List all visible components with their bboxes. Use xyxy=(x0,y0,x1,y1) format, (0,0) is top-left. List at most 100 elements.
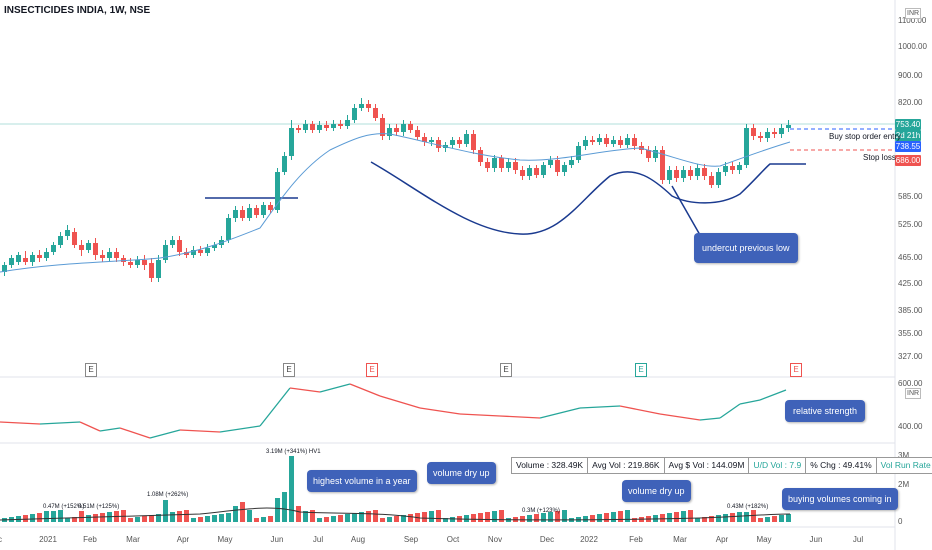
volume-bar xyxy=(226,513,231,522)
volume-bar xyxy=(478,513,483,522)
candle-body xyxy=(338,124,343,126)
volume-bar xyxy=(632,518,637,522)
volume-bar xyxy=(541,513,546,522)
candle-body xyxy=(79,245,84,250)
candle-body xyxy=(555,160,560,172)
candle-body xyxy=(548,160,553,165)
relative-strength-line xyxy=(719,403,741,419)
undercut-text: undercut previous low xyxy=(702,243,790,253)
candle-body xyxy=(149,263,154,278)
candle-body xyxy=(576,146,581,160)
candle-body xyxy=(303,124,308,130)
volume-bar xyxy=(450,517,455,522)
stop-loss-price-tag: 686.00 xyxy=(895,155,921,166)
volume-axis-label: 2M xyxy=(898,480,909,489)
time-axis-label: Sep xyxy=(404,535,419,544)
volume-bar xyxy=(254,518,259,522)
candle-body xyxy=(422,137,427,142)
price-axis-label: 900.00 xyxy=(898,71,923,80)
candle-body xyxy=(184,252,189,255)
time-axis-label: Jul xyxy=(313,535,323,544)
candle-body xyxy=(310,124,315,130)
candle-body xyxy=(681,170,686,178)
volume-bar xyxy=(44,511,49,522)
earnings-marker[interactable]: E xyxy=(635,363,647,377)
time-axis-label: Oct xyxy=(447,535,460,544)
time-axis-label: Dec xyxy=(540,535,554,544)
candle-body xyxy=(191,250,196,255)
candle-body xyxy=(709,176,714,185)
candle-body xyxy=(695,168,700,176)
highest-volume-text: highest volume in a year xyxy=(313,476,411,486)
earnings-marker[interactable]: E xyxy=(85,363,97,377)
buy-stop-label: Buy stop order entry xyxy=(829,132,902,141)
time-axis-label: Mar xyxy=(673,535,687,544)
stop-loss-label: Stop loss xyxy=(863,153,896,162)
volume-bar xyxy=(170,512,175,522)
relative-strength-line xyxy=(659,413,701,421)
relative-strength-line xyxy=(39,421,81,425)
volume-bar xyxy=(282,492,287,522)
volume-bar xyxy=(499,510,504,522)
volume-bar xyxy=(660,514,665,522)
candle-body xyxy=(345,120,350,126)
volume-bar xyxy=(590,515,595,522)
candle-body xyxy=(611,140,616,144)
candle-body xyxy=(772,132,777,134)
relative-strength-line xyxy=(539,407,581,419)
volume-bar xyxy=(625,510,630,522)
relative-strength-line xyxy=(619,405,661,415)
volume-bar xyxy=(436,510,441,522)
time-axis-label: May xyxy=(217,535,232,544)
volume-bar xyxy=(58,510,63,522)
volume-label: 3.19M (+341%) HV1 xyxy=(266,449,321,455)
price-axis-label: 465.00 xyxy=(898,253,923,262)
time-axis-label: Jun xyxy=(271,535,284,544)
candle-body xyxy=(688,170,693,176)
candle-body xyxy=(667,170,672,180)
volume-bar xyxy=(163,500,168,522)
candle-body xyxy=(408,124,413,130)
time-axis-label: Mar xyxy=(126,535,140,544)
volume-bar xyxy=(177,511,182,522)
time-axis-label: 2022 xyxy=(580,535,598,544)
earnings-marker[interactable]: E xyxy=(283,363,295,377)
volume-bar xyxy=(744,512,749,522)
price-axis-label: 1100.00 xyxy=(898,16,927,25)
relative-strength-line xyxy=(219,425,261,433)
candle-body xyxy=(779,128,784,134)
volume-bar xyxy=(394,516,399,522)
volume-label: 0.47M (+152%) xyxy=(43,504,85,510)
candle-body xyxy=(436,140,441,148)
volume-bar xyxy=(149,515,154,522)
stat-volume: Volume : 328.49K xyxy=(512,458,589,473)
annotation-curve xyxy=(370,161,806,235)
candle-body xyxy=(450,140,455,145)
time-axis-label: May xyxy=(756,535,771,544)
volume-bar xyxy=(352,513,357,522)
candle-body xyxy=(247,208,252,218)
earnings-marker[interactable]: E xyxy=(366,363,378,377)
currency-badge: INR xyxy=(905,8,922,19)
price-axis-label: 355.00 xyxy=(898,329,923,338)
volume-bar xyxy=(324,517,329,522)
earnings-marker[interactable]: E xyxy=(790,363,802,377)
candle-body xyxy=(387,128,392,136)
volume-bar xyxy=(296,506,301,522)
volume-bar xyxy=(30,514,35,522)
volume-bar xyxy=(100,513,105,522)
time-axis-label: Aug xyxy=(351,535,365,544)
volume-bar xyxy=(240,502,245,522)
candle-body xyxy=(156,260,161,278)
candle-body xyxy=(415,130,420,137)
candle-body xyxy=(44,252,49,258)
volume-bar xyxy=(429,511,434,522)
candle-body xyxy=(730,166,735,170)
volume-bar xyxy=(212,515,217,522)
candle-body xyxy=(37,255,42,258)
relative-strength-line xyxy=(579,405,621,409)
earnings-marker[interactable]: E xyxy=(500,363,512,377)
candle-body xyxy=(86,243,91,250)
volume-bar xyxy=(786,514,791,522)
